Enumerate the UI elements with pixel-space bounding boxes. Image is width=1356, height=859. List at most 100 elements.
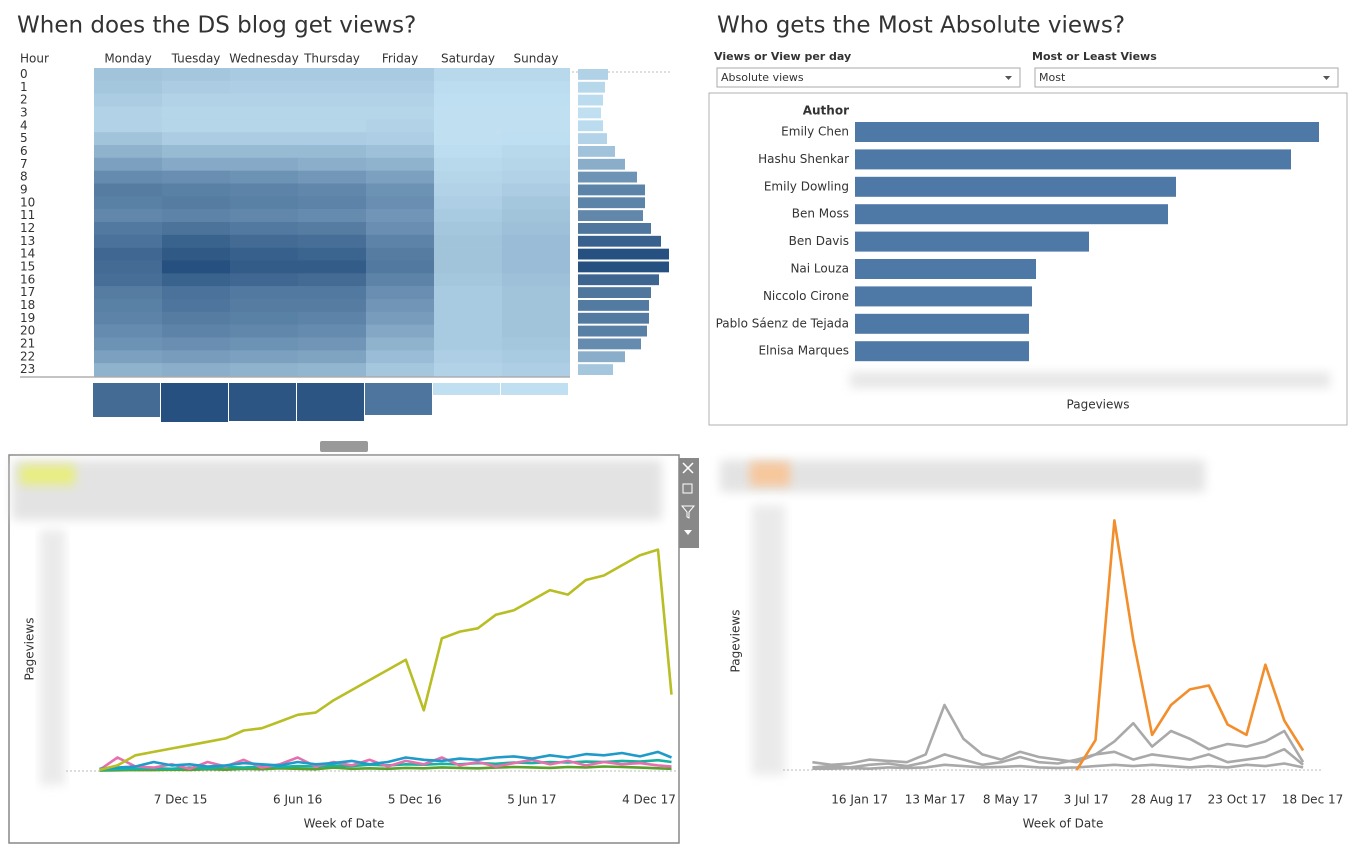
heat-cell [162,311,230,325]
panel-frame [8,454,680,844]
heat-cell [230,222,298,236]
category-label: Ben Moss [792,207,849,221]
heat-cell [230,363,298,377]
x-tick-label: 3 Jul 17 [1064,793,1109,807]
heat-cell [298,299,366,313]
panel-frame [708,92,1348,426]
heat-cell [434,273,502,287]
dropdown[interactable] [1034,67,1339,88]
heat-cell [94,93,162,107]
x-tick-label: 8 May 17 [983,793,1038,807]
heat-cell [502,299,570,313]
heat-cell [94,170,162,184]
blurred-axis [752,505,785,775]
axis-title: Week of Date [1023,817,1104,831]
heat-cell [94,119,162,133]
row-label: 9 [20,182,28,196]
bar [578,261,669,273]
heat-cell [502,337,570,351]
heat-cell [298,324,366,338]
column-header: Saturday [441,52,495,66]
bar[interactable] [855,259,1036,279]
heat-cell [434,119,502,133]
row-label: 20 [20,324,35,338]
heat-cell [502,222,570,236]
x-tick-label: 4 Dec 17 [622,793,676,807]
series-line[interactable] [99,750,672,771]
heat-cell [94,132,162,146]
dropdown[interactable] [716,67,1021,88]
heat-cell [366,68,434,82]
bar [578,338,641,350]
heat-cell [298,170,366,184]
heat-cell [230,196,298,210]
heat-cell [230,299,298,313]
heat-cell [298,260,366,274]
heat-cell [230,170,298,184]
axis-title: Author [803,104,849,118]
resize-handle[interactable] [320,441,368,452]
bar [578,94,603,106]
column-header: Sunday [514,52,559,66]
heat-cell [434,209,502,223]
bar[interactable] [855,176,1176,197]
heat-cell [502,145,570,159]
bar [578,69,608,80]
bar[interactable] [855,204,1168,225]
bar[interactable] [855,122,1319,142]
bar [578,325,647,337]
heat-cell [366,93,434,107]
menu-icon[interactable] [684,530,692,535]
bar [578,223,651,234]
row-label: 3 [20,105,28,119]
bar [578,364,613,375]
heat-cell [162,363,230,377]
series-line[interactable] [812,703,1305,767]
row-label: 2 [20,93,28,107]
heat-cell [434,80,502,94]
popout-icon[interactable] [682,483,693,494]
category-label: Ben Davis [789,234,849,248]
heat-cell [366,106,434,120]
heat-cell [502,324,570,338]
heat-cell [162,132,230,146]
row-label: 18 [20,298,35,312]
series-line[interactable] [99,548,673,772]
bar[interactable] [855,286,1032,307]
column-header: Thursday [303,52,360,66]
x-tick-label: 28 Aug 17 [1131,793,1193,807]
heat-cell [366,196,434,210]
heat-cell [502,68,570,82]
series-line[interactable] [812,747,1304,769]
bar [578,171,637,183]
dashboard-title: Who gets the Most Absolute views? [717,13,1125,39]
heat-cell [434,247,502,261]
heat-cell [298,311,366,325]
bar[interactable] [855,313,1029,334]
heat-cell [230,209,298,223]
series-line[interactable] [1075,519,1305,771]
bar[interactable] [855,149,1291,170]
heat-cell [298,350,366,364]
close-icon[interactable] [682,462,694,474]
bar[interactable] [855,341,1029,362]
series-line[interactable] [812,762,1304,770]
heat-cell [366,209,434,223]
bar [578,184,645,196]
series-line[interactable] [98,756,672,771]
row-label: 17 [20,285,35,299]
x-tick-label: 5 Dec 16 [388,793,442,807]
heat-cell [502,350,570,364]
heat-cell [502,157,570,171]
heat-cell [162,209,230,223]
category-label: Niccolo Cirone [763,289,849,303]
series-line[interactable] [99,765,672,772]
heat-cell [502,363,570,377]
row-label: 11 [20,208,35,222]
heat-cell [434,93,502,107]
bar[interactable] [855,231,1089,252]
blurred-title [12,460,662,520]
row-label: 23 [20,362,35,376]
filter-icon[interactable] [680,505,696,519]
heat-cell [434,183,502,197]
